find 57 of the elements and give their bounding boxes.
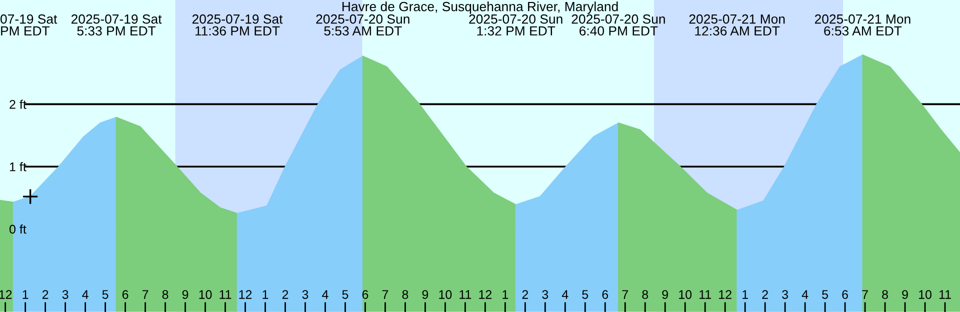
x-tick-label: 10 bbox=[439, 290, 452, 299]
x-tick-label: 8 bbox=[882, 290, 888, 299]
x-tick-label: 7 bbox=[622, 290, 628, 299]
x-tick-label: 5 bbox=[822, 290, 828, 299]
annotation: 2025-07-19 Sat 5:33 PM EDT bbox=[71, 14, 162, 36]
x-tick-label: 10 bbox=[679, 290, 692, 299]
x-tick-label: 3 bbox=[542, 290, 548, 299]
x-tick-label: 3 bbox=[302, 290, 308, 299]
annotation: 07-19 Sat PM EDT bbox=[0, 14, 58, 36]
x-tick-label: 1 bbox=[262, 290, 268, 299]
x-tick-label: 6 bbox=[602, 290, 608, 299]
x-tick-label: 8 bbox=[162, 290, 168, 299]
y-tick-label: 2 ft bbox=[10, 100, 26, 109]
x-tick-label: 11 bbox=[220, 290, 232, 299]
x-tick-label: 4 bbox=[562, 290, 568, 299]
x-tick-label: 12 bbox=[479, 290, 492, 299]
x-tick-label: 1 bbox=[502, 290, 508, 299]
x-tick-label: 5 bbox=[342, 290, 348, 299]
x-tick-label: 6 bbox=[842, 290, 848, 299]
x-tick-label: 3 bbox=[782, 290, 788, 299]
x-tick-label: 9 bbox=[182, 290, 188, 299]
x-tick-label: 12 bbox=[719, 290, 732, 299]
annotation: 2025-07-20 Sun 6:40 PM EDT bbox=[572, 14, 665, 36]
x-tick-label: 7 bbox=[862, 290, 868, 299]
x-tick-label: 7 bbox=[142, 290, 148, 299]
x-tick-label: 11 bbox=[460, 290, 472, 299]
x-tick-label: 6 bbox=[122, 290, 128, 299]
x-tick-label: 11 bbox=[939, 290, 951, 299]
chart-title: Havre de Grace, Susquehanna River, Maryland bbox=[342, 2, 618, 14]
x-tick-label: 2 bbox=[42, 290, 48, 299]
annotation: 2025-07-21 Mon 6:53 AM EDT bbox=[814, 14, 910, 36]
x-tick-label: 11 bbox=[700, 290, 711, 299]
annotation: 2025-07-20 Sun 1:32 PM EDT bbox=[469, 14, 562, 36]
x-tick-label: 8 bbox=[402, 290, 408, 299]
annotation: 2025-07-21 Mon 12:36 AM EDT bbox=[689, 14, 785, 36]
x-tick-label: 4 bbox=[322, 290, 328, 299]
x-tick-label: 4 bbox=[82, 290, 88, 299]
x-tick-label: 9 bbox=[902, 290, 908, 299]
x-tick-label: 2 bbox=[522, 290, 528, 299]
y-tick-label: 1 ft bbox=[10, 162, 26, 172]
x-tick-label: 2 bbox=[282, 290, 288, 299]
x-tick-label: 2 bbox=[762, 290, 768, 299]
x-tick-label: 9 bbox=[422, 290, 428, 299]
x-tick-label: 8 bbox=[642, 290, 648, 299]
x-tick-label: 5 bbox=[582, 290, 588, 299]
x-tick-label: 5 bbox=[102, 290, 108, 299]
x-tick-label: 9 bbox=[662, 290, 668, 299]
x-tick-label: 3 bbox=[62, 290, 68, 299]
x-tick-label: 12 bbox=[239, 290, 252, 299]
x-tick-label: 10 bbox=[919, 290, 932, 299]
x-tick-label: 7 bbox=[382, 290, 388, 299]
x-tick-label: 10 bbox=[199, 290, 212, 299]
x-tick-label: 4 bbox=[802, 290, 808, 299]
x-tick-label: 1 bbox=[742, 290, 748, 299]
annotation: 2025-07-20 Sun 5:53 AM EDT bbox=[316, 14, 410, 36]
x-tick-label: 1 bbox=[22, 290, 28, 299]
annotation: 2025-07-19 Sat 11:36 PM EDT bbox=[192, 14, 283, 36]
